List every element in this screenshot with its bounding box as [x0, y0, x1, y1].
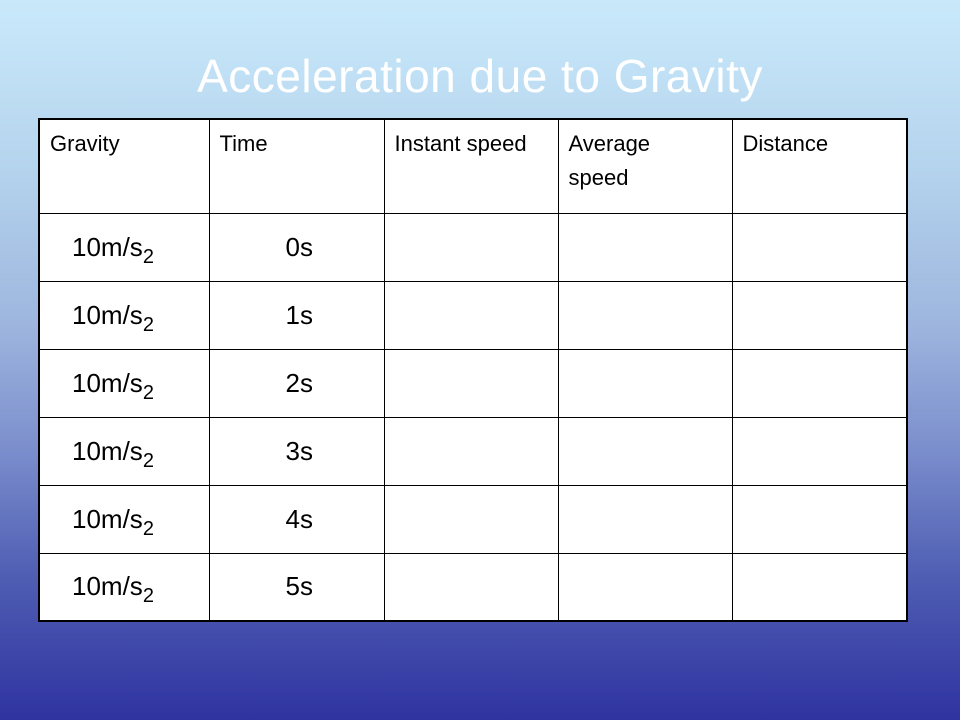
header-instant-speed: Instant speed	[383, 118, 559, 214]
gravity-value: 10m/s	[72, 231, 143, 262]
instant-speed-cell	[383, 416, 559, 486]
average-speed-cell	[557, 212, 733, 282]
time-cell: 2s	[208, 348, 385, 418]
table-row: 10m/s2 3s	[38, 416, 908, 486]
gravity-value: 10m/s	[72, 435, 143, 466]
gravity-cell: 10m/s2	[38, 484, 210, 554]
time-cell: 5s	[208, 552, 385, 622]
header-average-speed-line2: speed	[568, 165, 629, 190]
header-time: Time	[208, 118, 385, 214]
gravity-exponent: 2	[142, 517, 154, 540]
gravity-value: 10m/s	[72, 571, 143, 602]
instant-speed-cell	[383, 484, 559, 554]
gravity-cell: 10m/s2	[38, 212, 210, 282]
header-average-speed-line1: Average	[568, 131, 651, 156]
table-row: 10m/s2 5s	[38, 552, 908, 622]
table-header-row: Gravity Time Instant speed Average speed…	[38, 118, 908, 214]
gravity-exponent: 2	[142, 245, 154, 268]
gravity-cell: 10m/s2	[38, 348, 210, 418]
time-cell: 3s	[208, 416, 385, 486]
table-row: 10m/s2 4s	[38, 484, 908, 554]
header-average-speed: Average speed	[557, 118, 733, 214]
distance-cell	[731, 416, 908, 486]
gravity-exponent: 2	[142, 585, 154, 608]
distance-cell	[731, 348, 908, 418]
gravity-cell: 10m/s2	[38, 552, 210, 622]
gravity-cell: 10m/s2	[38, 416, 210, 486]
gravity-value: 10m/s	[72, 367, 143, 398]
distance-cell	[731, 212, 908, 282]
distance-cell	[731, 280, 908, 350]
distance-cell	[731, 552, 908, 622]
data-table: Gravity Time Instant speed Average speed…	[38, 118, 908, 622]
time-cell: 0s	[208, 212, 385, 282]
gravity-exponent: 2	[142, 381, 154, 404]
average-speed-cell	[557, 416, 733, 486]
gravity-value: 10m/s	[72, 299, 143, 330]
average-speed-cell	[557, 280, 733, 350]
gravity-cell: 10m/s2	[38, 280, 210, 350]
gravity-exponent: 2	[142, 313, 154, 336]
time-cell: 4s	[208, 484, 385, 554]
distance-cell	[731, 484, 908, 554]
instant-speed-cell	[383, 552, 559, 622]
table-row: 10m/s2 1s	[38, 280, 908, 350]
instant-speed-cell	[383, 280, 559, 350]
average-speed-cell	[557, 348, 733, 418]
average-speed-cell	[557, 552, 733, 622]
average-speed-cell	[557, 484, 733, 554]
header-gravity: Gravity	[38, 118, 210, 214]
gravity-exponent: 2	[142, 449, 154, 472]
instant-speed-cell	[383, 348, 559, 418]
instant-speed-cell	[383, 212, 559, 282]
time-cell: 1s	[208, 280, 385, 350]
table-row: 10m/s2 0s	[38, 212, 908, 282]
slide-title: Acceleration due to Gravity	[197, 50, 763, 102]
header-distance: Distance	[731, 118, 908, 214]
gravity-value: 10m/s	[72, 503, 143, 534]
table-row: 10m/s2 2s	[38, 348, 908, 418]
